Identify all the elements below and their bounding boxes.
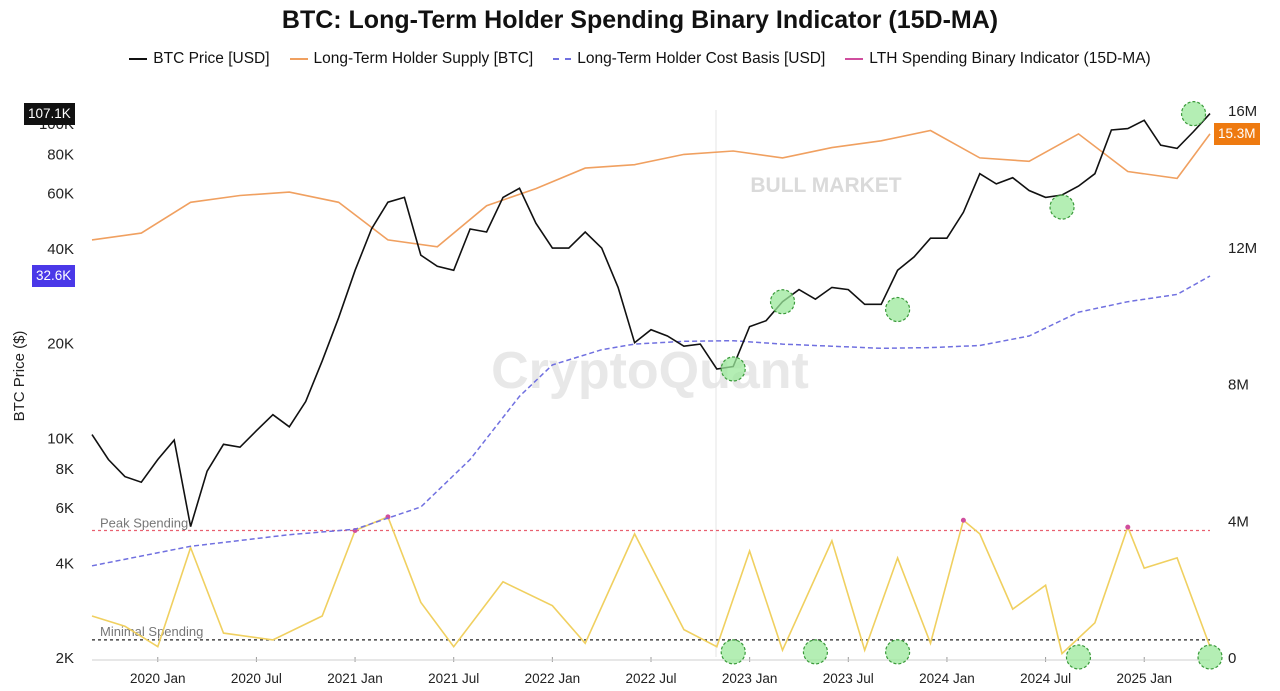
x-tick-label: 2024 Jul: [1020, 671, 1071, 686]
highlight-circle: [1049, 194, 1075, 220]
legend-item: Long-Term Holder Cost Basis [USD]: [553, 50, 825, 68]
y-left-tick-label: 8K: [56, 461, 74, 478]
x-tick-label: 2021 Jan: [327, 671, 383, 686]
watermark: CryptoQuant: [491, 342, 809, 400]
indicator-peak-point: [960, 517, 966, 523]
x-tick-label: 2023 Jul: [823, 671, 874, 686]
legend-swatch: [845, 58, 864, 60]
y-left-tick-label: 60K: [47, 186, 74, 203]
highlight-circle: [1197, 644, 1223, 670]
highlight-circle: [1180, 101, 1207, 127]
highlight-circle: [769, 289, 796, 315]
chart-legend: BTC Price [USD] Long-Term Holder Supply […: [0, 50, 1280, 68]
price-line: [91, 113, 1211, 527]
x-tick-label: 2023 Jan: [722, 671, 778, 686]
indicator-peak-point: [1125, 524, 1131, 530]
highlight-circle: [720, 639, 746, 665]
cost-basis-badge: 32.6K: [32, 265, 76, 287]
legend-label: LTH Spending Binary Indicator (15D-MA): [869, 50, 1151, 67]
highlight-circle: [885, 296, 911, 323]
supply-line: [91, 129, 1211, 248]
legend-swatch: [129, 58, 148, 60]
peak-spending-label: Peak Spending: [100, 516, 188, 531]
x-tick-label: 2022 Jan: [525, 671, 581, 686]
y-right-tick-label: 4M: [1228, 513, 1249, 530]
highlight-circle: [885, 639, 911, 665]
highlight-circle: [720, 356, 746, 382]
x-tick-label: 2025 Jan: [1116, 671, 1172, 686]
legend-label: Long-Term Holder Supply [BTC]: [313, 50, 534, 67]
highlight-circle: [1065, 644, 1092, 670]
y-left-tick-label: 6K: [56, 500, 74, 517]
minimal-spending-label: Minimal Spending: [100, 624, 203, 639]
cost-basis-line: [91, 275, 1211, 567]
legend-swatch: [289, 58, 308, 60]
legend-label: BTC Price [USD]: [153, 50, 270, 67]
supply-badge: 15.3M: [1214, 122, 1260, 145]
legend-item: BTC Price [USD]: [129, 50, 270, 68]
y-right-tick-label: 8M: [1228, 377, 1249, 394]
y-right-tick-label: 12M: [1228, 240, 1257, 257]
legend-item: Long-Term Holder Supply [BTC]: [289, 50, 534, 68]
highlight-circle: [802, 639, 829, 665]
y-left-tick-label: 2K: [56, 650, 74, 667]
y-axis-label: BTC Price ($): [11, 331, 28, 422]
y-left-tick-label: 20K: [47, 336, 74, 353]
y-right-tick-label: 16M: [1228, 103, 1257, 120]
indicator-line: [91, 515, 1211, 656]
legend-swatch: [553, 58, 572, 60]
x-tick-label: 2020 Jan: [130, 671, 186, 686]
y-right-tick-label: 0: [1228, 650, 1236, 667]
y-left-tick-label: 40K: [47, 241, 74, 258]
chart-title: BTC: Long-Term Holder Spending Binary In…: [281, 6, 999, 34]
y-left-tick-label: 10K: [47, 430, 74, 447]
x-tick-label: 2020 Jul: [231, 671, 282, 686]
x-tick-label: 2021 Jul: [428, 671, 479, 686]
price-badge: 107.1K: [24, 102, 75, 125]
legend-label: Long-Term Holder Cost Basis [USD]: [577, 50, 826, 67]
y-left-tick-label: 4K: [56, 555, 74, 572]
bull-market-label: BULL MARKET: [750, 174, 901, 197]
legend-item: LTH Spending Binary Indicator (15D-MA): [845, 50, 1151, 68]
y-left-tick-label: 80K: [47, 146, 74, 163]
x-tick-label: 2024 Jan: [919, 671, 975, 686]
x-tick-label: 2022 Jul: [625, 671, 676, 686]
